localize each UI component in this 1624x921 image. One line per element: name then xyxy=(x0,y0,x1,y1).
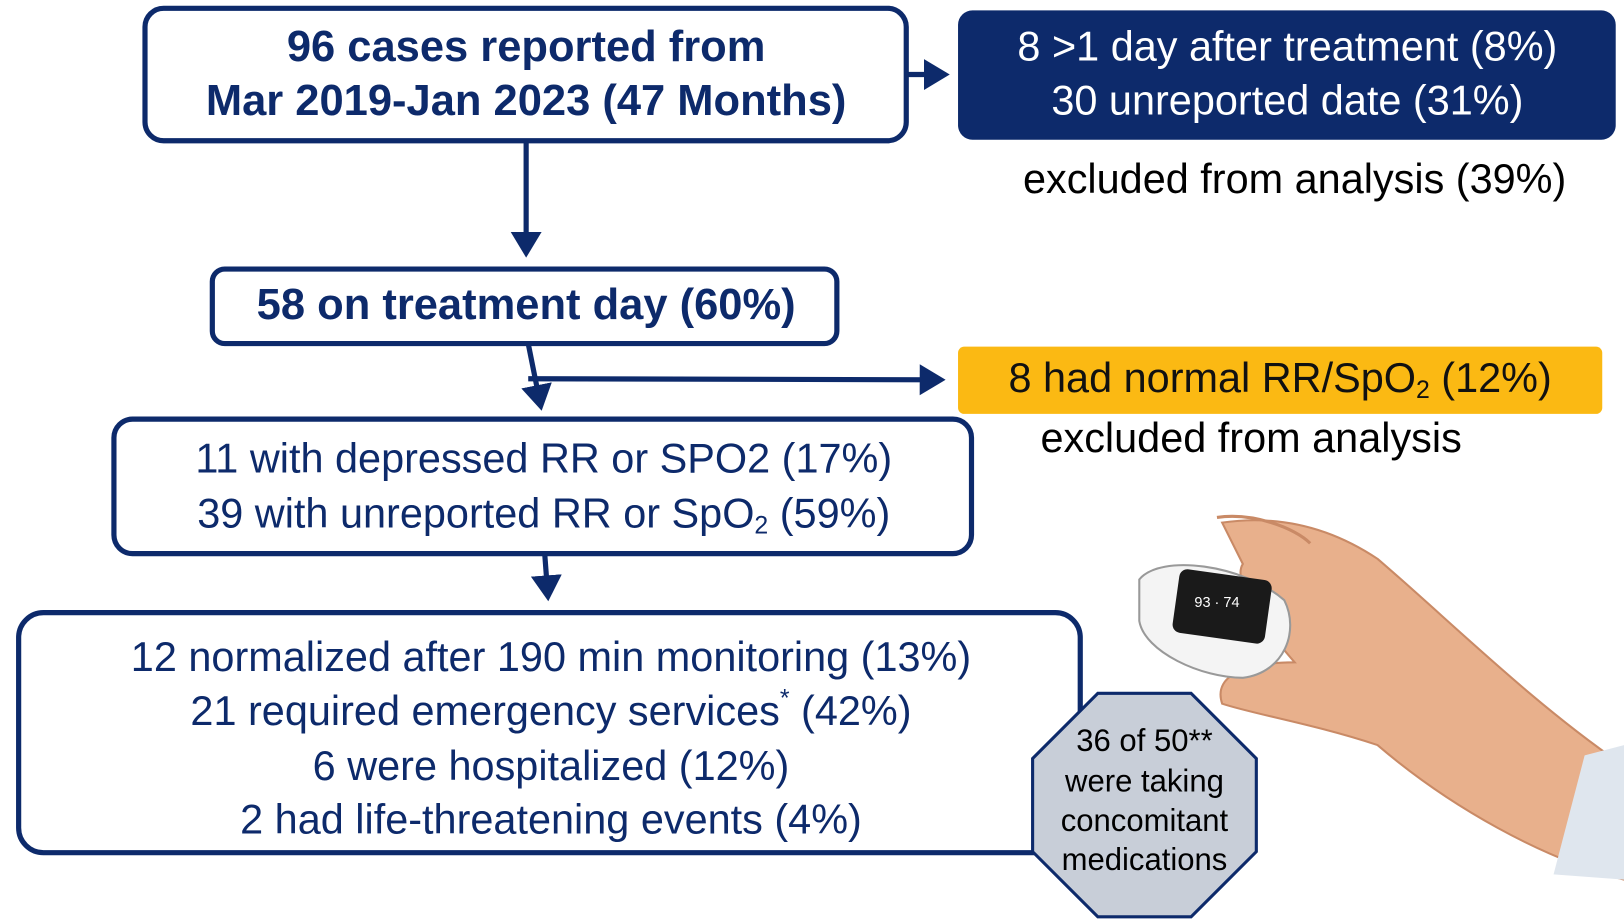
text-part: 8 had normal RR/SpO xyxy=(1008,355,1416,401)
node-line: 8 had normal RR/SpO2 (12%) xyxy=(1008,355,1551,404)
text-part: 21 required emergency services xyxy=(190,688,779,734)
node-line: Mar 2019-Jan 2023 (47 Months) xyxy=(206,77,846,125)
node-line: 58 on treatment day (60%) xyxy=(257,281,796,329)
node-line: 30 unreported date (31%) xyxy=(1051,77,1523,123)
node-line: concomitant xyxy=(1061,803,1229,838)
arrow xyxy=(528,344,540,406)
node-line: were taking xyxy=(1064,764,1224,799)
sup: * xyxy=(780,685,790,712)
node-line: 39 with unreported RR or SpO2 (59%) xyxy=(197,490,890,539)
note: excluded from analysis (39%) xyxy=(1023,156,1566,202)
arrow xyxy=(545,555,548,596)
arrow xyxy=(528,379,940,380)
node-line: medications xyxy=(1062,842,1228,877)
node-line: 2 had life-threatening events (4%) xyxy=(240,797,862,843)
device-screen: 93 · 74 xyxy=(1194,595,1239,611)
sub: 2 xyxy=(1416,377,1430,404)
node-line: 8 >1 day after treatment (8%) xyxy=(1017,24,1557,70)
text-part: 39 with unreported RR or SpO xyxy=(197,490,754,536)
node-line: 21 required emergency services* (42%) xyxy=(190,685,911,734)
node-line: 96 cases reported from xyxy=(287,23,766,71)
node-line: 6 were hospitalized (12%) xyxy=(313,743,790,789)
sub: 2 xyxy=(754,512,768,539)
node-line: 12 normalized after 190 min monitoring (… xyxy=(131,634,971,680)
text-part: (59%) xyxy=(768,490,890,536)
text-part: (12%) xyxy=(1430,355,1552,401)
flow-diagram: 93 · 74 96 cases reported from Mar 2019-J… xyxy=(0,0,1624,921)
node-line: 11 with depressed RR or SPO2 (17%) xyxy=(195,435,892,481)
text-part: (42%) xyxy=(790,688,912,734)
note: excluded from analysis xyxy=(1040,415,1461,461)
node-line: 36 of 50** xyxy=(1076,723,1212,758)
